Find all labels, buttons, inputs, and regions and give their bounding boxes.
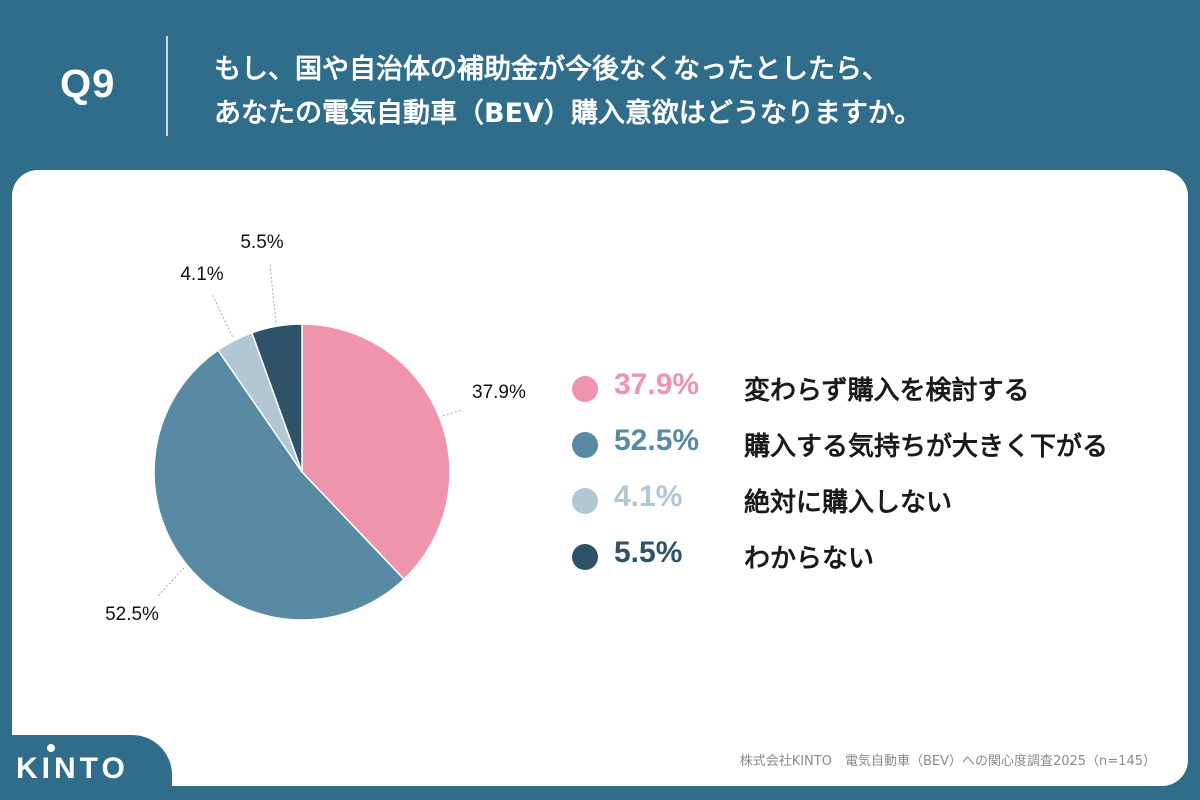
legend-item: 5.5% わからない: [572, 530, 1182, 586]
legend-label: 絶対に購入しない: [744, 488, 953, 518]
header-divider: [166, 36, 168, 136]
legend-swatch: [572, 488, 598, 514]
slice-value-label: 52.5%: [105, 604, 159, 625]
question-number: Q9: [60, 62, 116, 106]
leader-line: [443, 409, 463, 417]
leader-line: [269, 263, 277, 323]
leader-line: [157, 567, 185, 597]
legend-item: 37.9% 変わらず購入を検討する: [572, 362, 1182, 418]
legend-item: 52.5% 購入する気持ちが大きく下がる: [572, 418, 1182, 474]
legend: 37.9% 変わらず購入を検討する 52.5% 購入する気持ちが大きく下がる 4.1% 絶…: [572, 362, 1182, 586]
legend-swatch: [572, 376, 598, 402]
legend-value: 52.5%: [614, 424, 700, 457]
kinto-logo: KINTO: [16, 752, 129, 785]
legend-value: 5.5%: [614, 536, 683, 569]
legend-value: 4.1%: [614, 480, 683, 513]
logo-tab: [0, 735, 172, 800]
legend-swatch: [572, 432, 598, 458]
legend-item: 4.1% 絶対に購入しない: [572, 474, 1182, 530]
legend-label: 変わらず購入を検討する: [744, 376, 1030, 406]
question-text: もし、国や自治体の補助金が今後なくなったとしたら、 あなたの電気自動車（BEV）…: [214, 48, 1174, 136]
legend-label: 購入する気持ちが大きく下がる: [744, 432, 1109, 462]
slice-value-label: 4.1%: [180, 264, 223, 285]
source-note: 株式会社KINTO 電気自動車（BEV）への関心度調査2025（n=145）: [739, 754, 1156, 769]
question-line-2: あなたの電気自動車（BEV）購入意欲はどうなりますか。: [214, 98, 922, 129]
slice-value-label: 5.5%: [240, 232, 283, 253]
pie-slice: [153, 349, 406, 621]
pie-slice: [250, 323, 303, 473]
header: Q9 もし、国や自治体の補助金が今後なくなったとしたら、 あなたの電気自動車（B…: [0, 0, 1200, 170]
legend-label: わからない: [744, 544, 875, 574]
legend-value: 37.9%: [614, 368, 700, 401]
logo-dot: [47, 744, 55, 752]
leader-line: [211, 293, 234, 338]
question-line-1: もし、国や自治体の補助金が今後なくなったとしたら、: [214, 54, 889, 85]
pie-slice: [301, 323, 451, 581]
slice-value-label: 37.9%: [472, 382, 526, 403]
legend-swatch: [572, 544, 598, 570]
